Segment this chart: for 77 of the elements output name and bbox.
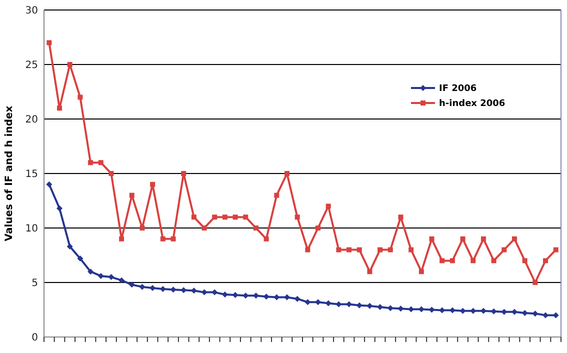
point <box>46 181 52 188</box>
point <box>108 274 114 280</box>
point <box>387 305 394 312</box>
point <box>316 226 321 230</box>
point <box>160 236 166 242</box>
point <box>243 214 248 220</box>
point <box>170 236 176 242</box>
point <box>326 204 331 209</box>
point <box>284 171 290 176</box>
point <box>366 302 373 309</box>
point <box>139 284 146 290</box>
legend-label: h-index 2006 <box>439 99 506 110</box>
point <box>378 247 383 252</box>
y-tick-label: 5 <box>32 278 38 289</box>
point <box>202 226 207 230</box>
point <box>212 289 218 296</box>
y-tick-label: 0 <box>32 332 38 344</box>
point <box>222 214 228 220</box>
point <box>128 282 135 288</box>
point <box>450 258 455 264</box>
y-tick-label: 30 <box>25 6 38 16</box>
point <box>88 268 94 275</box>
point <box>470 258 476 264</box>
point <box>140 226 145 230</box>
point <box>56 205 63 212</box>
point <box>305 247 310 252</box>
point <box>78 94 83 100</box>
point <box>46 40 52 46</box>
point <box>67 62 72 67</box>
point <box>440 258 445 264</box>
point <box>119 236 124 242</box>
y-tick-label: 10 <box>25 224 38 234</box>
point <box>150 182 156 187</box>
point <box>253 226 258 230</box>
point <box>88 160 94 166</box>
point <box>232 214 238 220</box>
point <box>522 258 528 264</box>
point <box>294 214 300 220</box>
point <box>118 277 125 284</box>
point <box>356 247 362 252</box>
point <box>512 236 517 242</box>
point <box>66 244 73 250</box>
point <box>367 269 372 274</box>
point <box>274 192 280 198</box>
point <box>553 247 558 252</box>
point <box>346 247 352 252</box>
point <box>460 236 466 242</box>
point <box>480 236 486 242</box>
point <box>388 247 393 252</box>
point <box>522 310 528 316</box>
point <box>222 291 228 298</box>
point <box>532 280 538 285</box>
point <box>408 247 414 252</box>
y-axis-title: Values of IF and h index <box>4 105 15 242</box>
point <box>57 106 62 111</box>
point <box>181 171 186 176</box>
point <box>98 160 104 166</box>
point <box>418 269 424 274</box>
point <box>129 192 134 198</box>
point <box>264 236 269 242</box>
point <box>502 247 507 252</box>
point <box>542 312 548 318</box>
point <box>263 294 270 300</box>
point <box>77 256 84 262</box>
point <box>491 258 496 264</box>
point <box>429 236 434 242</box>
legend-label: IF 2006 <box>439 84 477 94</box>
y-tick-label: 20 <box>25 114 38 126</box>
point <box>542 258 548 264</box>
point <box>191 214 196 220</box>
point <box>336 247 342 252</box>
point <box>212 214 218 220</box>
point <box>108 171 114 176</box>
y-tick-label: 15 <box>25 169 38 180</box>
point <box>98 272 104 279</box>
point <box>398 214 404 220</box>
y-tick-label: 25 <box>25 60 38 71</box>
